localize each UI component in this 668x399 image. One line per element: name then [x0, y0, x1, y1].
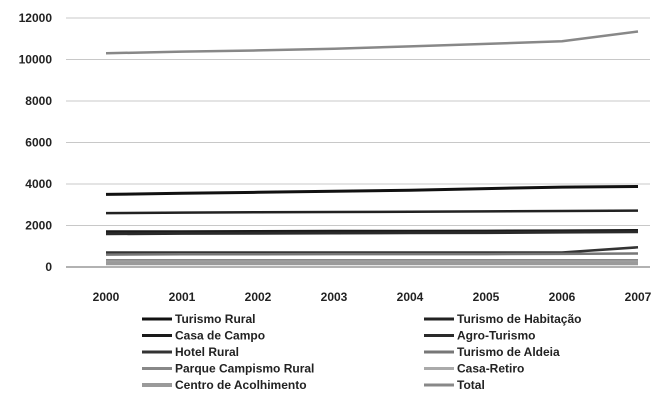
y-tick-label: 2000: [25, 219, 52, 233]
y-tick-label: 4000: [25, 177, 52, 191]
y-tick-label: 8000: [25, 94, 52, 108]
series-lines: [105, 30, 639, 266]
series-line-agro-turismo: [105, 230, 639, 236]
legend-label: Centro de Acolhimento: [175, 378, 307, 392]
x-tick-label: 2006: [549, 290, 576, 304]
y-axis-tick-labels: 0 2000 4000 6000 8000 10000 12000: [19, 11, 53, 274]
legend-label: Turismo de Habitação: [457, 312, 581, 326]
x-tick-label: 2007: [625, 290, 652, 304]
x-tick-label: 2003: [321, 290, 348, 304]
series-line-turismo-rural: [105, 185, 639, 196]
x-axis-tick-labels: 2000 2001 2002 2003 2004 2005 2006 2007: [93, 290, 652, 304]
y-tick-label: 12000: [19, 11, 53, 25]
legend-label: Turismo de Aldeia: [457, 345, 560, 359]
series-line-turismo-de-habita-o: [105, 209, 639, 215]
legend-label: Turismo Rural: [175, 312, 255, 326]
series-line-total: [105, 30, 639, 55]
x-tick-label: 2004: [397, 290, 424, 304]
y-tick-label: 6000: [25, 136, 52, 150]
x-tick-label: 2002: [245, 290, 272, 304]
legend-label: Hotel Rural: [175, 345, 239, 359]
y-tick-label: 10000: [19, 53, 53, 67]
x-tick-label: 2005: [473, 290, 500, 304]
legend: Turismo Rural Turismo de Habitação Casa de…: [142, 312, 581, 392]
x-tick-label: 2001: [169, 290, 196, 304]
series-line-hotel-rural: [106, 246, 639, 254]
legend-label: Parque Campismo Rural: [175, 362, 314, 376]
legend-label: Casa-Retiro: [457, 362, 524, 376]
gridlines: [66, 17, 650, 226]
legend-label: Total: [457, 378, 485, 392]
legend-label: Agro-Turismo: [457, 329, 535, 343]
y-tick-label: 0: [45, 260, 52, 274]
x-tick-label: 2000: [93, 290, 120, 304]
series-line-turismo-de-aldeia: [105, 252, 639, 256]
legend-label: Casa de Campo: [175, 329, 265, 343]
